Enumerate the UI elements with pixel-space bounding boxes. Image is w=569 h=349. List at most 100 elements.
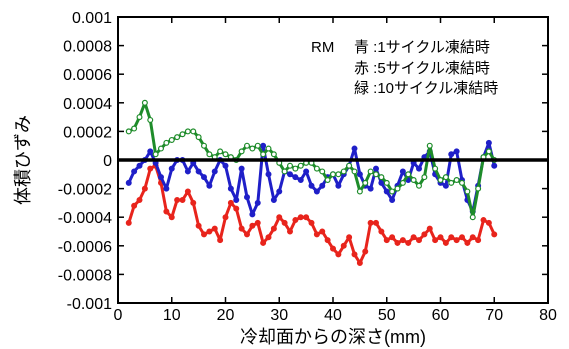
data-point-red (174, 197, 181, 204)
legend-entry-red: 赤 :5サイクル凍結時 (354, 60, 490, 77)
data-point-red (147, 165, 154, 172)
data-point-green (464, 188, 471, 195)
data-point-red (206, 228, 213, 235)
data-point-green (168, 136, 175, 143)
data-point-green (131, 125, 138, 132)
data-point-blue (222, 162, 229, 169)
data-point-blue (372, 165, 379, 172)
y-tick-label: -0.0002 (58, 182, 112, 199)
data-point-green (313, 165, 320, 172)
data-point-green (249, 145, 256, 152)
data-point-red (458, 234, 465, 241)
x-tick-label: 70 (485, 307, 503, 324)
data-point-green (158, 145, 165, 152)
data-point-green (206, 151, 213, 158)
data-point-red (184, 188, 191, 195)
data-point-red (195, 222, 202, 229)
data-point-green (410, 177, 417, 184)
data-point-green (324, 177, 331, 184)
data-point-green (453, 177, 460, 184)
x-tick-label: 40 (324, 307, 342, 324)
data-point-red (372, 219, 379, 226)
data-point-green (136, 114, 143, 121)
data-point-red (356, 259, 363, 266)
data-point-blue (276, 188, 283, 195)
data-point-red (243, 231, 250, 238)
data-point-blue (351, 145, 358, 152)
data-point-blue (319, 182, 326, 189)
data-point-blue (125, 179, 132, 186)
y-tick-label: 0.0006 (63, 67, 112, 84)
data-point-green (287, 162, 294, 169)
data-point-red (432, 237, 439, 244)
data-point-red (125, 219, 132, 226)
x-tick-label: 20 (217, 307, 235, 324)
data-point-green (426, 142, 433, 149)
data-point-blue (233, 197, 240, 204)
data-point-green (399, 179, 406, 186)
data-point-green (184, 128, 191, 135)
data-point-red (335, 251, 342, 258)
data-point-red (313, 231, 320, 238)
data-point-red (469, 234, 476, 241)
data-point-green (485, 148, 492, 155)
data-point-red (286, 228, 293, 235)
data-point-green (125, 128, 132, 135)
data-point-red (131, 202, 138, 209)
data-point-green (265, 145, 272, 152)
data-point-green (238, 148, 245, 155)
data-point-green (340, 168, 347, 175)
data-point-blue (157, 174, 164, 181)
data-point-green (394, 185, 401, 192)
y-tick-label: 0.0004 (63, 96, 112, 113)
x-tick-label: 80 (539, 307, 557, 324)
data-point-green (378, 174, 385, 181)
data-point-blue (206, 182, 213, 189)
data-point-green (432, 165, 439, 172)
y-tick-label: -0.001 (67, 296, 112, 313)
data-point-green (383, 179, 390, 186)
data-point-red (475, 237, 482, 244)
data-point-green (469, 214, 476, 221)
x-tick-label: 50 (378, 307, 396, 324)
data-point-red (276, 214, 283, 221)
data-point-red (394, 239, 401, 246)
ticks-layer (117, 16, 549, 304)
data-point-red (362, 248, 369, 255)
data-point-green (292, 165, 299, 172)
data-point-red (303, 214, 310, 221)
data-point-red (437, 234, 444, 241)
data-point-green (297, 162, 304, 169)
data-point-red (319, 228, 326, 235)
data-point-red (270, 225, 277, 232)
tick-labels-layer: 0 10 20 30 40 50 60 70 80 0.001 0.0008 0.0006 0.0004… (58, 10, 557, 324)
data-point-green (260, 151, 267, 158)
x-tick-label: 0 (114, 307, 123, 324)
x-axis-title: 冷却面からの深さ(mm) (240, 327, 426, 347)
data-point-green (389, 188, 396, 195)
data-point-red (491, 231, 498, 238)
data-point-blue (260, 142, 267, 149)
data-point-blue (249, 211, 256, 218)
data-point-red (168, 214, 175, 221)
data-point-blue (238, 165, 245, 172)
data-point-red (399, 237, 406, 244)
data-point-blue (254, 199, 261, 206)
data-point-red (254, 219, 261, 226)
data-point-red (351, 251, 358, 258)
data-point-blue (453, 148, 460, 155)
data-point-red (415, 237, 422, 244)
data-point-green (475, 185, 482, 192)
data-point-red (260, 239, 267, 246)
data-point-red (163, 208, 170, 215)
data-point-red (222, 214, 229, 221)
data-point-blue (147, 148, 154, 155)
data-point-green (254, 142, 261, 149)
data-point-green (373, 171, 380, 178)
y-tick-label: 0 (103, 153, 112, 170)
data-point-green (174, 134, 181, 141)
data-point-red (217, 237, 224, 244)
series-layer (125, 99, 498, 266)
data-point-blue (308, 182, 315, 189)
data-point-red (329, 245, 336, 252)
